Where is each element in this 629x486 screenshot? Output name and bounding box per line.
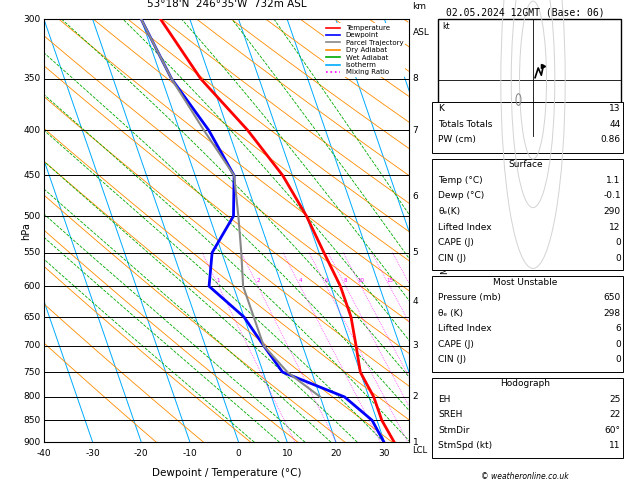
Text: 290: 290 xyxy=(604,207,621,216)
Text: Pressure (mb): Pressure (mb) xyxy=(438,293,501,302)
Text: kt: kt xyxy=(442,22,450,31)
Text: StmSpd (kt): StmSpd (kt) xyxy=(438,441,492,451)
Text: Temp (°C): Temp (°C) xyxy=(438,176,482,185)
Text: 0: 0 xyxy=(615,355,621,364)
Text: Lifted Index: Lifted Index xyxy=(438,223,492,232)
Text: 4: 4 xyxy=(299,278,302,283)
Text: 298: 298 xyxy=(604,309,621,318)
Text: 850: 850 xyxy=(23,416,40,425)
Text: Dewpoint / Temperature (°C): Dewpoint / Temperature (°C) xyxy=(152,468,301,478)
Bar xyxy=(438,19,621,136)
Text: SREH: SREH xyxy=(438,410,462,419)
Text: EH: EH xyxy=(438,395,450,404)
Text: 650: 650 xyxy=(23,312,40,322)
Text: Mixing Ratio (g/kg): Mixing Ratio (g/kg) xyxy=(441,188,450,274)
Text: 350: 350 xyxy=(23,74,40,83)
Text: 30: 30 xyxy=(379,449,390,458)
Text: 300: 300 xyxy=(23,15,40,24)
Text: CIN (J): CIN (J) xyxy=(438,254,466,263)
Text: 900: 900 xyxy=(23,438,40,447)
Text: 12: 12 xyxy=(610,223,621,232)
Text: CIN (J): CIN (J) xyxy=(438,355,466,364)
Text: 550: 550 xyxy=(23,248,40,257)
Bar xyxy=(431,159,623,270)
Text: 2: 2 xyxy=(256,278,260,283)
Text: 13: 13 xyxy=(610,104,621,113)
Text: 4: 4 xyxy=(413,297,418,306)
Text: 60°: 60° xyxy=(604,426,621,435)
Text: 700: 700 xyxy=(23,341,40,350)
Text: 02.05.2024 12GMT (Base: 06): 02.05.2024 12GMT (Base: 06) xyxy=(446,7,604,17)
Text: 0: 0 xyxy=(236,449,242,458)
Text: 0: 0 xyxy=(615,340,621,349)
Text: 650: 650 xyxy=(603,293,621,302)
Text: Totals Totals: Totals Totals xyxy=(438,120,493,129)
Text: 750: 750 xyxy=(23,367,40,377)
Text: 1: 1 xyxy=(217,278,220,283)
Text: 11: 11 xyxy=(610,441,621,451)
Text: LCL: LCL xyxy=(413,447,428,455)
Text: 3: 3 xyxy=(413,341,418,350)
Text: 53°18'N  246°35'W  732m ASL: 53°18'N 246°35'W 732m ASL xyxy=(147,0,306,9)
Text: 0.86: 0.86 xyxy=(601,135,621,144)
Text: θₑ(K): θₑ(K) xyxy=(438,207,460,216)
Text: 5: 5 xyxy=(413,248,418,257)
Text: 800: 800 xyxy=(23,392,40,401)
Text: 6: 6 xyxy=(325,278,328,283)
Text: km: km xyxy=(413,2,426,11)
Text: 22: 22 xyxy=(610,410,621,419)
Bar xyxy=(431,102,623,153)
Text: 8: 8 xyxy=(344,278,347,283)
Text: 10: 10 xyxy=(357,278,364,283)
Text: 6: 6 xyxy=(615,324,621,333)
Text: 6: 6 xyxy=(413,192,418,201)
Bar xyxy=(431,378,623,458)
Text: Most Unstable: Most Unstable xyxy=(493,278,557,287)
Text: 8: 8 xyxy=(413,74,418,83)
Text: 0: 0 xyxy=(615,254,621,263)
Text: 15: 15 xyxy=(386,278,393,283)
Text: Hodograph: Hodograph xyxy=(500,379,550,388)
Text: Lifted Index: Lifted Index xyxy=(438,324,492,333)
Text: PW (cm): PW (cm) xyxy=(438,135,476,144)
Text: CAPE (J): CAPE (J) xyxy=(438,238,474,247)
Text: θₑ (K): θₑ (K) xyxy=(438,309,463,318)
Text: CAPE (J): CAPE (J) xyxy=(438,340,474,349)
Text: 25: 25 xyxy=(610,395,621,404)
Text: 1: 1 xyxy=(413,438,418,447)
Text: StmDir: StmDir xyxy=(438,426,469,435)
Text: 400: 400 xyxy=(23,126,40,135)
Legend: Temperature, Dewpoint, Parcel Trajectory, Dry Adiabat, Wet Adiabat, Isotherm, Mi: Temperature, Dewpoint, Parcel Trajectory… xyxy=(324,23,405,77)
Bar xyxy=(431,276,623,372)
Text: 20: 20 xyxy=(330,449,342,458)
Text: © weatheronline.co.uk: © weatheronline.co.uk xyxy=(481,472,569,481)
Text: 500: 500 xyxy=(23,211,40,221)
Text: hPa: hPa xyxy=(21,222,31,240)
Text: -0.1: -0.1 xyxy=(603,191,621,201)
Text: Surface: Surface xyxy=(508,160,543,170)
Text: K: K xyxy=(438,104,444,113)
Text: 2: 2 xyxy=(413,392,418,401)
Text: 600: 600 xyxy=(23,282,40,291)
Text: 450: 450 xyxy=(23,171,40,180)
Text: 0: 0 xyxy=(615,238,621,247)
Text: -20: -20 xyxy=(134,449,148,458)
Text: 7: 7 xyxy=(413,126,418,135)
Text: -30: -30 xyxy=(86,449,100,458)
Text: 10: 10 xyxy=(282,449,293,458)
Text: Dewp (°C): Dewp (°C) xyxy=(438,191,484,201)
Text: 1.1: 1.1 xyxy=(606,176,621,185)
Text: -10: -10 xyxy=(182,449,198,458)
Text: -40: -40 xyxy=(36,449,52,458)
Text: ASL: ASL xyxy=(413,28,430,37)
Text: 44: 44 xyxy=(610,120,621,129)
